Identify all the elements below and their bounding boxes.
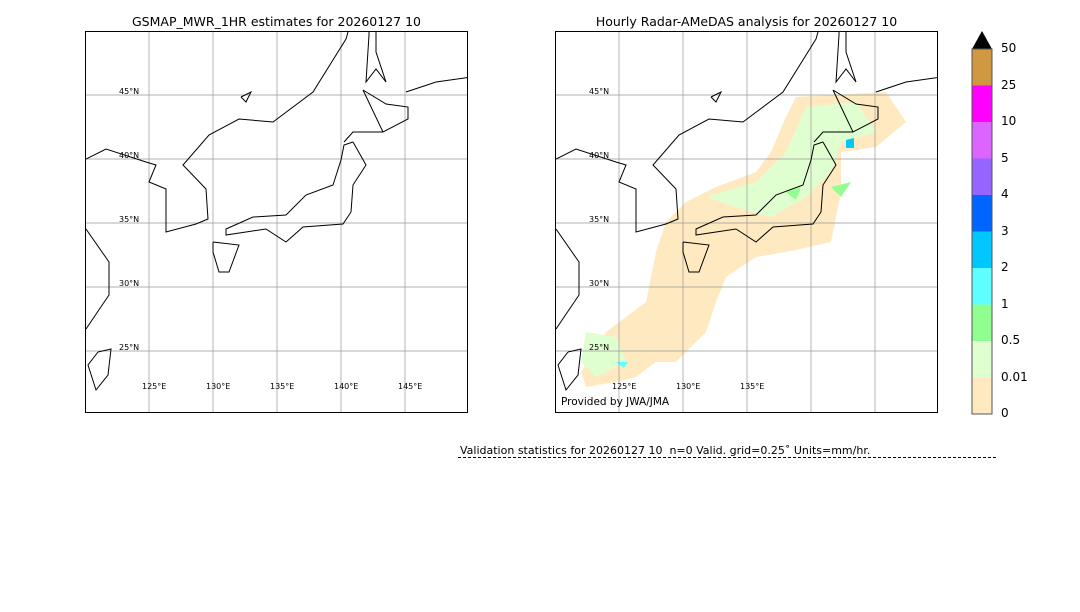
colorbar-label: 5	[1001, 150, 1009, 165]
colorbar-segment	[972, 304, 992, 341]
colorbar-label: 0.5	[1001, 333, 1021, 347]
colorbar-label: 4	[1001, 187, 1009, 201]
lat-label: 25°N	[119, 343, 140, 352]
coastline	[813, 131, 853, 143]
colorbar-label: 0.01	[1001, 369, 1028, 384]
coastline	[86, 32, 349, 233]
coastline	[835, 32, 857, 84]
lat-label: 30°N	[589, 279, 610, 288]
credit-text: Provided by JWA/JMA	[561, 396, 670, 408]
colorbar-segment	[972, 377, 992, 414]
colorbar-label: 2	[1001, 260, 1009, 274]
gsmap-map-panel: 45°N 40°N 35°N 30°N 25°N 125°E 130°E 135°E 140°E…	[85, 31, 468, 413]
lat-label: 45°N	[589, 87, 610, 96]
coastline	[710, 90, 723, 103]
colorbar-segment	[972, 158, 992, 195]
left-map-title: GSMAP_MWR_1HR estimates for 20260127 10	[132, 14, 421, 29]
lon-label: 135°E	[270, 382, 295, 391]
validation-stats: Validation statistics for 20260127 10 n=…	[460, 444, 871, 457]
lat-label: 40°N	[589, 151, 610, 160]
precip-area-0.5	[581, 332, 626, 377]
coastline	[875, 77, 937, 93]
colorbar-segment	[972, 49, 992, 86]
coastline	[556, 32, 819, 233]
lat-label: 45°N	[119, 87, 140, 96]
colorbar-segment	[972, 231, 992, 268]
colorbar	[971, 31, 993, 415]
radar-map-panel: Provided by JWA/JMA 45°N 40°N 35°N 30°N 25°N…	[555, 31, 938, 413]
colorbar-label: 10	[1001, 114, 1017, 128]
colorbar-label: 3	[1001, 223, 1009, 238]
coastline	[557, 348, 582, 392]
coastline	[87, 348, 112, 392]
coastline	[240, 90, 253, 103]
lon-label: 145°E	[398, 382, 423, 391]
coastline	[695, 141, 837, 243]
lon-label: 130°E	[676, 382, 701, 391]
lat-label: 25°N	[589, 343, 610, 352]
lon-label: 125°E	[612, 382, 637, 391]
coastline	[832, 89, 879, 133]
colorbar-segment	[972, 195, 992, 232]
coastline	[682, 241, 710, 273]
colorbar-label: 50	[1001, 41, 1017, 55]
precip-area-0.5	[706, 102, 876, 217]
lat-label: 35°N	[119, 215, 140, 224]
colorbar-segment	[972, 122, 992, 159]
colorbar-extend-arrow	[972, 31, 992, 49]
coastline	[365, 32, 387, 84]
lat-label: 40°N	[119, 151, 140, 160]
precip-area-1	[786, 187, 801, 200]
lat-label: 30°N	[119, 279, 140, 288]
colorbar-label: 25	[1001, 77, 1017, 92]
coastline	[225, 141, 367, 243]
lon-label: 140°E	[334, 382, 359, 391]
colorbar-label: 0	[1001, 406, 1009, 420]
coastline	[343, 131, 383, 143]
coastline	[86, 228, 110, 330]
lat-label: 35°N	[589, 215, 610, 224]
colorbar-label: 1	[1001, 296, 1009, 311]
colorbar-segment	[972, 268, 992, 305]
right-map-title: Hourly Radar-AMeDAS analysis for 2026012…	[595, 14, 898, 29]
precip-area-1	[831, 182, 851, 197]
colorbar-segment	[972, 341, 992, 378]
coastline	[556, 228, 580, 330]
lon-label: 135°E	[740, 382, 765, 391]
lon-label: 130°E	[206, 382, 231, 391]
coastline	[212, 241, 240, 273]
coastline	[362, 89, 409, 133]
lon-label: 125°E	[142, 382, 167, 391]
coastline	[405, 77, 467, 93]
divider	[458, 457, 996, 458]
precip-area-3	[846, 138, 854, 148]
colorbar-segment	[972, 85, 992, 122]
